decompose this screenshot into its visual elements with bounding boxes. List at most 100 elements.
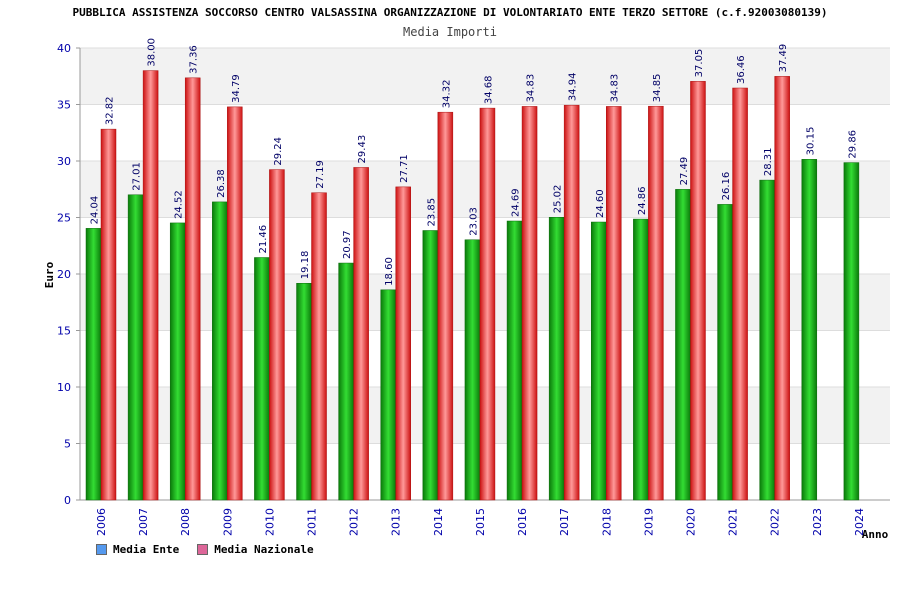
legend-item-nazionale: Media Nazionale [197, 543, 314, 556]
x-tick-label: 2009 [221, 508, 234, 536]
bar-media-ente [85, 228, 102, 501]
bar-media-nazionale [395, 186, 411, 501]
bar-value-label: 26.16 [721, 172, 732, 201]
bar-media-nazionale [227, 106, 243, 501]
bar-value-label: 38.00 [147, 38, 158, 67]
bar-media-nazionale [100, 128, 117, 501]
x-tick-label: 2011 [306, 508, 319, 536]
bar-media-nazionale [184, 77, 201, 501]
bar-media-ente [254, 257, 270, 501]
bar-value-label: 34.83 [610, 74, 621, 103]
bar-value-label: 24.52 [174, 190, 185, 219]
bar-value-label: 25.02 [553, 185, 564, 214]
bar-value-label: 24.60 [595, 189, 606, 218]
x-axis-label: Anno [862, 528, 889, 541]
bar-media-ente [591, 221, 607, 501]
bar-media-nazionale [732, 87, 748, 501]
bar-value-label: 37.05 [694, 49, 705, 78]
bar-media-nazionale [648, 105, 664, 501]
legend-label-ente: Media Ente [113, 543, 180, 556]
bar-value-label: 19.18 [300, 251, 311, 280]
legend-label-nazionale: Media Nazionale [214, 543, 314, 556]
legend: Media Ente Media Nazionale [96, 543, 314, 556]
y-tick-label: 0 [64, 494, 71, 507]
bar-media-ente [717, 204, 733, 501]
bar-media-nazionale [437, 111, 454, 501]
bar-value-label: 37.49 [778, 44, 789, 73]
bar-value-label: 27.19 [315, 160, 326, 189]
y-tick-label: 5 [64, 438, 71, 451]
bar-value-label: 24.86 [637, 186, 648, 215]
bar-media-nazionale [311, 192, 327, 501]
bar-value-label: 32.82 [105, 96, 116, 125]
bar-media-ente [338, 262, 354, 501]
bar-value-label: 23.85 [426, 198, 437, 227]
bar-media-nazionale [690, 81, 706, 501]
x-tick-label: 2018 [600, 508, 613, 536]
bar-media-ente [464, 239, 481, 501]
bar-value-label: 27.49 [679, 157, 690, 186]
bar-media-ente [380, 289, 396, 501]
x-tick-label: 2006 [95, 508, 108, 536]
bar-value-label: 21.46 [258, 225, 269, 254]
bar-value-label: 27.01 [132, 162, 143, 191]
bar-value-label: 26.38 [216, 169, 227, 198]
bar-media-nazionale [479, 107, 496, 501]
x-tick-label: 2024 [853, 508, 866, 536]
x-tick-label: 2007 [137, 508, 150, 536]
plot-band [80, 48, 890, 105]
bar-value-label: 34.79 [231, 74, 242, 103]
bar-value-label: 27.71 [399, 154, 410, 183]
bar-media-ente [633, 218, 649, 501]
bar-value-label: 28.31 [763, 147, 774, 176]
y-tick-label: 25 [57, 212, 71, 225]
bar-media-nazionale [521, 106, 538, 501]
bar-media-ente [548, 217, 565, 501]
bar-media-ente [843, 162, 860, 501]
x-tick-label: 2021 [727, 508, 740, 536]
y-axis-label: Euro [43, 261, 56, 288]
bar-media-ente [127, 194, 144, 501]
bar-media-ente [296, 283, 312, 501]
x-tick-label: 2016 [516, 508, 529, 536]
bar-value-label: 24.04 [90, 196, 101, 225]
bar-media-nazionale [353, 167, 369, 501]
chart-title: PUBBLICA ASSISTENZA SOCCORSO CENTRO VALS… [72, 6, 828, 19]
bar-value-label: 34.83 [526, 74, 537, 103]
x-tick-label: 2023 [811, 508, 824, 536]
x-tick-label: 2022 [769, 508, 782, 536]
legend-item-ente: Media Ente [96, 543, 179, 556]
bar-media-ente [675, 189, 691, 501]
y-tick-label: 15 [57, 325, 71, 338]
x-tick-label: 2013 [390, 508, 403, 536]
bar-value-label: 34.94 [568, 73, 579, 102]
legend-swatch-nazionale [197, 544, 209, 555]
bar-value-label: 23.03 [468, 207, 479, 236]
y-tick-label: 35 [57, 99, 71, 112]
bar-media-ente [801, 159, 818, 501]
bar-media-ente [169, 222, 186, 501]
legend-swatch-ente [96, 544, 107, 555]
bar-value-label: 34.32 [441, 80, 452, 109]
x-tick-label: 2014 [432, 508, 445, 536]
bar-value-label: 24.69 [511, 188, 522, 217]
x-tick-label: 2020 [684, 508, 697, 536]
bar-media-ente [422, 230, 439, 501]
bar-media-ente [212, 201, 228, 501]
bar-value-label: 30.15 [805, 127, 816, 156]
bar-value-label: 37.36 [189, 45, 200, 74]
x-tick-label: 2015 [474, 508, 487, 536]
y-tick-label: 40 [57, 42, 71, 55]
bar-media-nazionale [269, 169, 285, 501]
x-tick-label: 2019 [642, 508, 655, 536]
x-tick-label: 2008 [179, 508, 192, 536]
bar-media-nazionale [142, 70, 159, 501]
bar-media-nazionale [563, 104, 580, 501]
y-tick-label: 10 [57, 381, 71, 394]
bar-value-label: 29.43 [357, 135, 368, 164]
bar-value-label: 34.85 [652, 74, 663, 103]
bar-value-label: 18.60 [384, 257, 395, 286]
bar-value-label: 29.24 [273, 137, 284, 166]
bar-value-label: 29.86 [847, 130, 858, 159]
